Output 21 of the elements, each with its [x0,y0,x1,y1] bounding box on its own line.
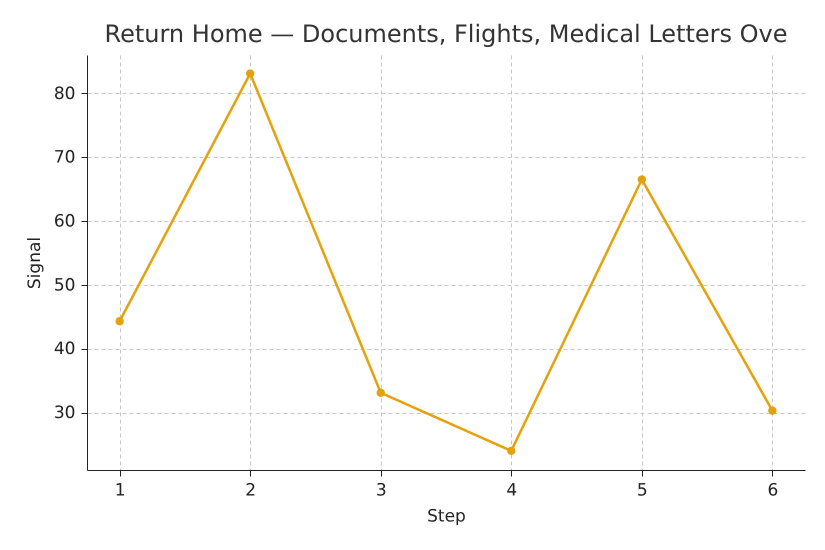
x-axis-title: Step [427,506,466,526]
point [768,406,777,415]
point [115,317,124,326]
y-axis-title: Signal [24,236,45,290]
x-tick-label: 3 [376,480,387,500]
y-tick-label: 40 [54,339,76,360]
y-tick-label: 60 [54,212,76,232]
y-tick-label: 30 [54,403,76,424]
y-tick-label: 80 [54,84,76,104]
y-tick-label: 70 [54,148,76,168]
x-tick-label: 2 [245,480,256,500]
point [507,446,516,456]
point [638,175,646,184]
chart-title: Return Home — Documents, Flights, Medical Letters Ove [104,20,788,48]
point [246,69,254,78]
x-tick-label: 1 [114,480,126,500]
y-tick-label: 50 [54,275,76,296]
x-tick-label: 4 [506,480,518,500]
x-tick-label: 6 [767,480,778,500]
x-tick-label: 5 [636,480,648,500]
point [376,388,385,397]
